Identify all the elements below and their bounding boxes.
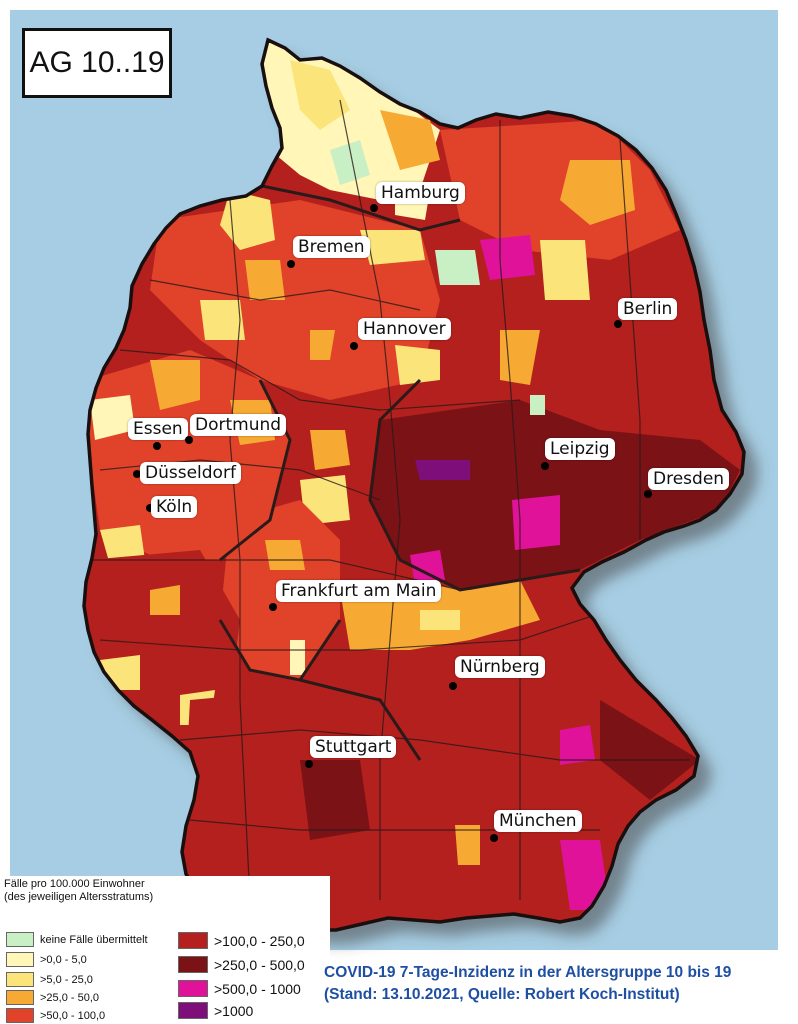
map-caption-line1: COVID-19 7-Tage-Inzidenz in der Altersgr… [324,964,732,981]
legend-title-line2: (des jeweiligen Altersstratums) [4,891,154,903]
map-caption-line2: (Stand: 13.10.2021, Quelle: Robert Koch-… [324,986,680,1003]
legend-label: >0,0 - 5,0 [40,953,87,966]
legend-item-no-cases: keine Fälle übermittelt [6,932,148,947]
city-dot-bremen [287,260,295,268]
city-label-essen: Essen [128,418,188,440]
legend: Fälle pro 100.000 Einwohner (des jeweili… [0,876,330,1024]
legend-label: >50,0 - 100,0 [40,1009,106,1022]
legend-swatch [6,972,34,987]
legend-swatch [178,956,208,973]
legend-label: >1000 [214,1002,254,1019]
city-label-bremen: Bremen [293,236,370,258]
legend-label: >25,0 - 50,0 [40,991,100,1004]
city-label-berlin: Berlin [618,298,678,320]
age-group-label: AG 10..19 [22,28,172,98]
legend-label: >100,0 - 250,0 [214,932,305,949]
city-dot-essen [153,442,161,450]
legend-swatch [6,990,34,1005]
city-dot-duesseldorf [133,470,141,478]
map-caption: COVID-19 7-Tage-Inzidenz in der Altersgr… [324,962,731,1006]
legend-item-250-500: >250,0 - 500,0 [178,956,305,973]
city-label-hamburg: Hamburg [376,182,465,204]
legend-item-1000: >1000 [178,1002,253,1019]
city-dot-berlin [614,320,622,328]
legend-label: keine Fälle übermittelt [40,933,148,946]
city-dot-koeln [146,504,154,512]
legend-label: >500,0 - 1000 [214,980,301,997]
legend-swatch [178,932,208,949]
city-label-frankfurt: Frankfurt am Main [276,580,442,602]
city-label-leipzig: Leipzig [545,438,615,460]
city-label-nuernberg: Nürnberg [455,656,545,678]
legend-item-25-50: >25,0 - 50,0 [6,990,99,1005]
legend-title-line1: Fälle pro 100.000 Einwohner [4,878,145,890]
city-dot-nuernberg [449,682,457,690]
state-borders [218,184,581,761]
city-label-stuttgart: Stuttgart [310,736,397,758]
legend-swatch [6,1008,34,1023]
legend-swatch [6,952,34,967]
city-label-koeln: Köln [151,496,198,518]
legend-item-100-250: >100,0 - 250,0 [178,932,305,949]
city-dot-hamburg [370,204,378,212]
legend-item-0-5: >0,0 - 5,0 [6,952,87,967]
city-dot-muenchen [490,834,498,842]
legend-swatch [178,980,208,997]
legend-title: Fälle pro 100.000 Einwohner (des jeweili… [4,878,153,904]
city-dot-stuttgart [305,760,313,768]
city-label-hannover: Hannover [358,318,451,340]
city-dot-hannover [350,342,358,350]
city-dot-dortmund [185,436,193,444]
legend-item-500-1000: >500,0 - 1000 [178,980,301,997]
city-dot-leipzig [541,462,549,470]
city-label-muenchen: München [494,810,582,832]
legend-label: >250,0 - 500,0 [214,956,305,973]
city-dot-frankfurt [269,603,277,611]
legend-swatch [6,932,34,947]
legend-item-5-25: >5,0 - 25,0 [6,972,93,987]
city-dot-dresden [644,490,652,498]
legend-item-50-100: >50,0 - 100,0 [6,1008,105,1023]
city-label-duesseldorf: Düsseldorf [140,462,241,484]
legend-swatch [178,1002,208,1019]
city-label-dortmund: Dortmund [190,414,287,436]
city-label-dresden: Dresden [648,468,730,490]
legend-label: >5,0 - 25,0 [40,973,93,986]
